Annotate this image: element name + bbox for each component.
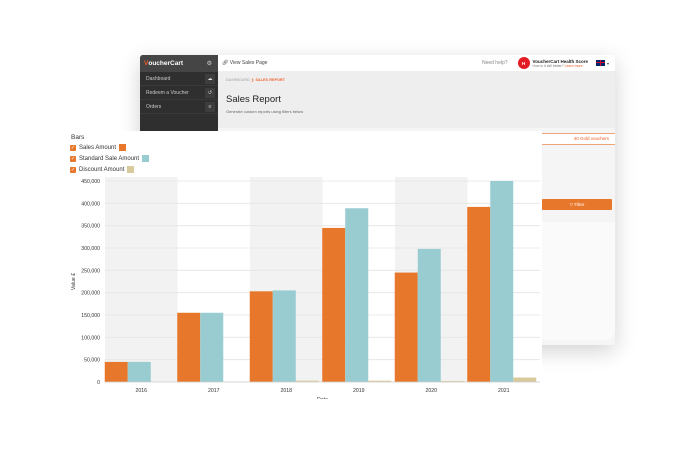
external-link-icon: 🔗︎ xyxy=(222,60,229,66)
bar xyxy=(467,206,491,382)
x-tick-label: 2021 xyxy=(498,388,510,394)
gear-icon[interactable]: ⚙ xyxy=(206,61,212,67)
chevron-down-icon[interactable]: ▾ xyxy=(606,60,609,66)
view-sales-page-label: View Sales Page xyxy=(229,60,268,66)
bar xyxy=(249,291,273,382)
legend-swatch xyxy=(119,144,127,151)
health-score-text: VoucherCart Health Score How is it still… xyxy=(533,59,588,68)
health-score-question: How is it still better? xyxy=(532,63,564,68)
health-score-subtitle: How is it still better? Learn more xyxy=(533,64,588,68)
breadcrumb-separator-icon: ❯ xyxy=(251,78,255,82)
sidebar-item-dashboard[interactable]: Dashboard ☁ xyxy=(140,72,218,86)
sidebar-item-label: Redeem a Voucher xyxy=(146,89,189,96)
results-count-link[interactable]: 40 Gold vouchers xyxy=(573,136,609,141)
bar xyxy=(490,181,514,382)
sidebar-item-redeem-voucher[interactable]: Redeem a Voucher ↺ xyxy=(140,86,218,100)
filter-button[interactable]: ▽ Filter xyxy=(542,199,612,210)
legend-label: Standard Sale Amount xyxy=(79,155,140,162)
legend-label: Discount Amount xyxy=(79,166,125,173)
bar xyxy=(345,208,369,382)
uk-flag-icon[interactable] xyxy=(595,60,605,66)
bar xyxy=(177,312,201,382)
view-sales-page-link[interactable]: 🔗︎ View Sales Page xyxy=(222,60,267,66)
breadcrumb-home[interactable]: DASHBOARD xyxy=(226,78,250,82)
y-tick-label: 450,000 xyxy=(81,179,100,185)
y-tick-label: 350,000 xyxy=(81,224,100,230)
chart-band xyxy=(105,177,178,382)
bar-chart: 0 50,000 100,000 150,000 200,000 250,000 300,0… xyxy=(71,177,540,399)
x-tick-label: 2020 xyxy=(425,388,437,394)
checkbox-checked-icon[interactable]: ✓ xyxy=(70,155,76,162)
bar xyxy=(394,272,418,382)
bar xyxy=(200,312,224,382)
legend-swatch xyxy=(127,166,135,173)
y-tick-label: 200,000 xyxy=(81,291,100,297)
brand-logo-text: oucherCart xyxy=(148,60,184,67)
y-tick-label: 250,000 xyxy=(81,268,100,274)
legend-title: Bars xyxy=(71,134,85,141)
bar xyxy=(440,381,464,382)
y-tick-label: 400,000 xyxy=(81,201,100,207)
refresh-icon: ↺ xyxy=(205,87,215,98)
checkbox-checked-icon[interactable]: ✓ xyxy=(70,166,76,173)
legend-item-standard-sale-amount[interactable]: ✓ Standard Sale Amount xyxy=(70,155,150,162)
bar xyxy=(417,248,441,382)
page-header: DASHBOARD ❯ SALES REPORT Sales Report Ge… xyxy=(218,72,615,128)
y-tick-label: 300,000 xyxy=(81,246,100,252)
bar xyxy=(104,361,128,382)
sidebar-item-label: Orders xyxy=(146,103,162,110)
bar xyxy=(322,227,346,382)
legend-item-discount-amount[interactable]: ✓ Discount Amount xyxy=(70,166,135,173)
x-tick-label: 2018 xyxy=(280,388,292,394)
x-axis-label: Date xyxy=(317,397,328,399)
legend-label: Sales Amount xyxy=(79,144,117,151)
health-score-title: VoucherCart Health Score xyxy=(532,58,588,64)
list-icon: ≡ xyxy=(205,101,215,112)
sidebar-item-orders[interactable]: Orders ≡ xyxy=(140,100,218,114)
page-description: Generate custom reports using filters be… xyxy=(226,109,304,114)
legend-item-sales-amount[interactable]: ✓ Sales Amount xyxy=(70,144,127,151)
page-title: Sales Report xyxy=(226,94,281,105)
bar xyxy=(127,361,151,382)
x-tick-label: 2017 xyxy=(208,388,220,394)
x-tick-label: 2016 xyxy=(135,388,147,394)
cloud-icon: ☁ xyxy=(205,73,215,84)
y-tick-label: 100,000 xyxy=(81,335,100,341)
health-score-badge[interactable]: H xyxy=(517,57,530,69)
need-help-link[interactable]: Need help? xyxy=(481,60,508,66)
breadcrumb-current: SALES REPORT xyxy=(255,78,286,82)
learn-more-link[interactable]: Learn more xyxy=(564,63,583,68)
brand-logo-mark: V xyxy=(144,60,149,67)
breadcrumb: DASHBOARD ❯ SALES REPORT xyxy=(226,78,607,82)
legend-swatch xyxy=(142,155,150,162)
bar xyxy=(272,290,296,382)
sidebar-item-label: Dashboard xyxy=(146,75,171,82)
y-tick-label: 0 xyxy=(97,380,100,386)
y-tick-label: 50,000 xyxy=(84,358,100,364)
bar xyxy=(295,380,319,382)
y-tick-label: 150,000 xyxy=(81,313,100,319)
chart-panel: 0 50,000 100,000 150,000 200,000 250,000 300,0… xyxy=(64,131,542,399)
bar xyxy=(368,380,392,382)
right-card xyxy=(535,222,615,340)
top-bar: 🔗︎ View Sales Page Need help? H VoucherC… xyxy=(218,55,615,72)
x-tick-label: 2019 xyxy=(353,388,365,394)
bar xyxy=(513,377,537,382)
brand-logo[interactable]: V oucherCart ⚙ xyxy=(140,55,218,72)
y-axis-label: Value £ xyxy=(71,273,77,290)
checkbox-checked-icon[interactable]: ✓ xyxy=(70,144,76,151)
